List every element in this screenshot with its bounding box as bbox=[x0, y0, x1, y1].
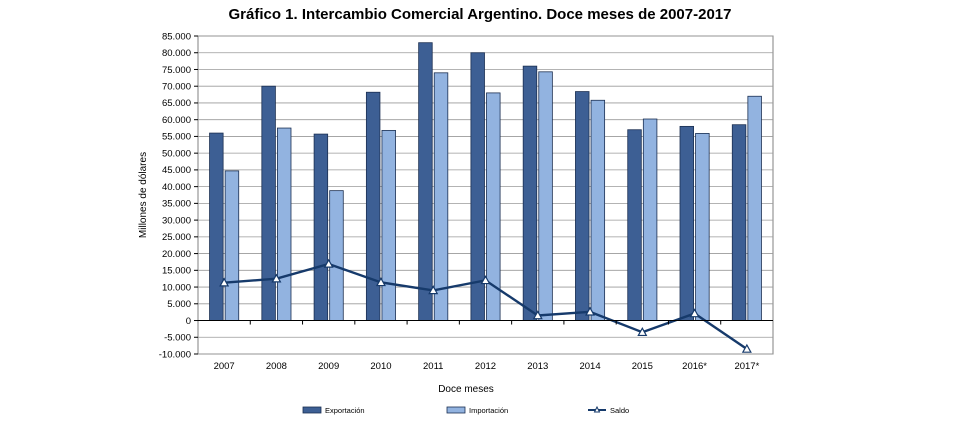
x-tick-label: 2014 bbox=[579, 361, 600, 372]
y-tick-label: 35.000 bbox=[162, 199, 191, 210]
y-tick-label: 30.000 bbox=[162, 215, 191, 226]
legend: Exportación Importación Saldo bbox=[302, 405, 629, 415]
y-tick-label: 40.000 bbox=[162, 182, 191, 193]
saldo-marker bbox=[741, 343, 752, 353]
x-tick-label: 2013 bbox=[527, 361, 548, 372]
y-tick-label: 85.000 bbox=[162, 31, 191, 42]
saldo-marker bbox=[271, 273, 282, 283]
x-tick-label: 2015 bbox=[632, 361, 653, 372]
chart-title: Gráfico 1. Intercambio Comercial Argenti… bbox=[228, 6, 732, 23]
x-tick-label: 2011 bbox=[423, 361, 443, 372]
y-tick-label: -5.000 bbox=[164, 333, 191, 344]
bar-importacion bbox=[538, 71, 553, 321]
x-tick-label: 2009 bbox=[318, 361, 339, 372]
saldo-line bbox=[219, 258, 752, 353]
bar-importacion bbox=[277, 127, 292, 321]
y-tick-label: 60.000 bbox=[162, 115, 191, 126]
saldo-marker bbox=[219, 277, 230, 287]
legend-swatch bbox=[446, 406, 466, 414]
bar-exportacion bbox=[731, 124, 747, 321]
bar-exportacion bbox=[365, 91, 381, 321]
saldo-marker bbox=[585, 306, 596, 316]
y-tick-label: 75.000 bbox=[162, 65, 191, 76]
bar-importacion bbox=[224, 170, 240, 321]
y-tick-label: 5.000 bbox=[167, 299, 191, 310]
x-tick-label: 2010 bbox=[370, 361, 391, 372]
y-tick-label: 10.000 bbox=[162, 282, 191, 293]
bar-importacion bbox=[747, 95, 762, 321]
y-tick-label: 20.000 bbox=[162, 249, 191, 260]
y-tick-label: 65.000 bbox=[162, 98, 191, 109]
bar-exportacion bbox=[261, 85, 276, 321]
y-tick-label: -10.000 bbox=[159, 349, 191, 360]
y-tick-label: 45.000 bbox=[162, 165, 191, 176]
y-tick-label: 25.000 bbox=[162, 232, 191, 243]
legend-label: Exportación bbox=[325, 406, 365, 415]
y-tick-label: 80.000 bbox=[162, 48, 191, 59]
bar-importacion bbox=[642, 118, 658, 321]
axes bbox=[194, 35, 773, 355]
bar-exportacion bbox=[418, 42, 433, 321]
bar-exportacion bbox=[522, 65, 538, 321]
bar-exportacion bbox=[313, 133, 329, 321]
x-tick-label: 2008 bbox=[266, 361, 287, 372]
legend-label: Saldo bbox=[610, 406, 629, 415]
plot-area bbox=[197, 35, 774, 355]
bar-exportacion bbox=[209, 132, 224, 321]
bar-importacion bbox=[381, 129, 396, 321]
y-tick-label: 55.000 bbox=[162, 132, 191, 143]
x-tick-label: 2017* bbox=[734, 361, 759, 372]
bar-importacion bbox=[590, 99, 606, 321]
y-tick-label: 50.000 bbox=[162, 148, 191, 159]
bar-exportacion bbox=[679, 125, 694, 321]
saldo-marker bbox=[375, 277, 386, 287]
saldo-marker bbox=[428, 285, 439, 295]
x-tick-label: 2016* bbox=[682, 361, 707, 372]
y-tick-label: 70.000 bbox=[162, 82, 191, 93]
saldo-marker bbox=[480, 275, 491, 285]
y-axis-title: Millones de dólares bbox=[138, 152, 149, 238]
bars bbox=[209, 42, 762, 321]
bar-exportacion bbox=[627, 129, 642, 321]
legend-swatch bbox=[302, 406, 322, 414]
legend-marker bbox=[593, 405, 601, 413]
x-tick-label: 2007 bbox=[214, 361, 235, 372]
y-tick-label: 0 bbox=[186, 316, 191, 327]
tick-labels: 85.000 80.000 75.000 70.000 65.000 60.000 55.0… bbox=[159, 31, 760, 372]
x-tick-label: 2012 bbox=[475, 361, 496, 372]
y-tick-label: 15.000 bbox=[162, 266, 191, 277]
bar-importacion bbox=[695, 133, 710, 321]
bar-exportacion bbox=[575, 91, 590, 321]
saldo-marker bbox=[637, 327, 648, 337]
bar-importacion bbox=[433, 72, 449, 321]
legend-label: Importación bbox=[469, 406, 508, 415]
gridlines bbox=[198, 35, 773, 355]
x-axis-title: Doce meses bbox=[438, 384, 494, 395]
saldo-marker bbox=[532, 310, 543, 320]
bar-importacion bbox=[329, 190, 344, 321]
saldo-marker bbox=[323, 258, 334, 268]
saldo-marker bbox=[689, 308, 700, 318]
